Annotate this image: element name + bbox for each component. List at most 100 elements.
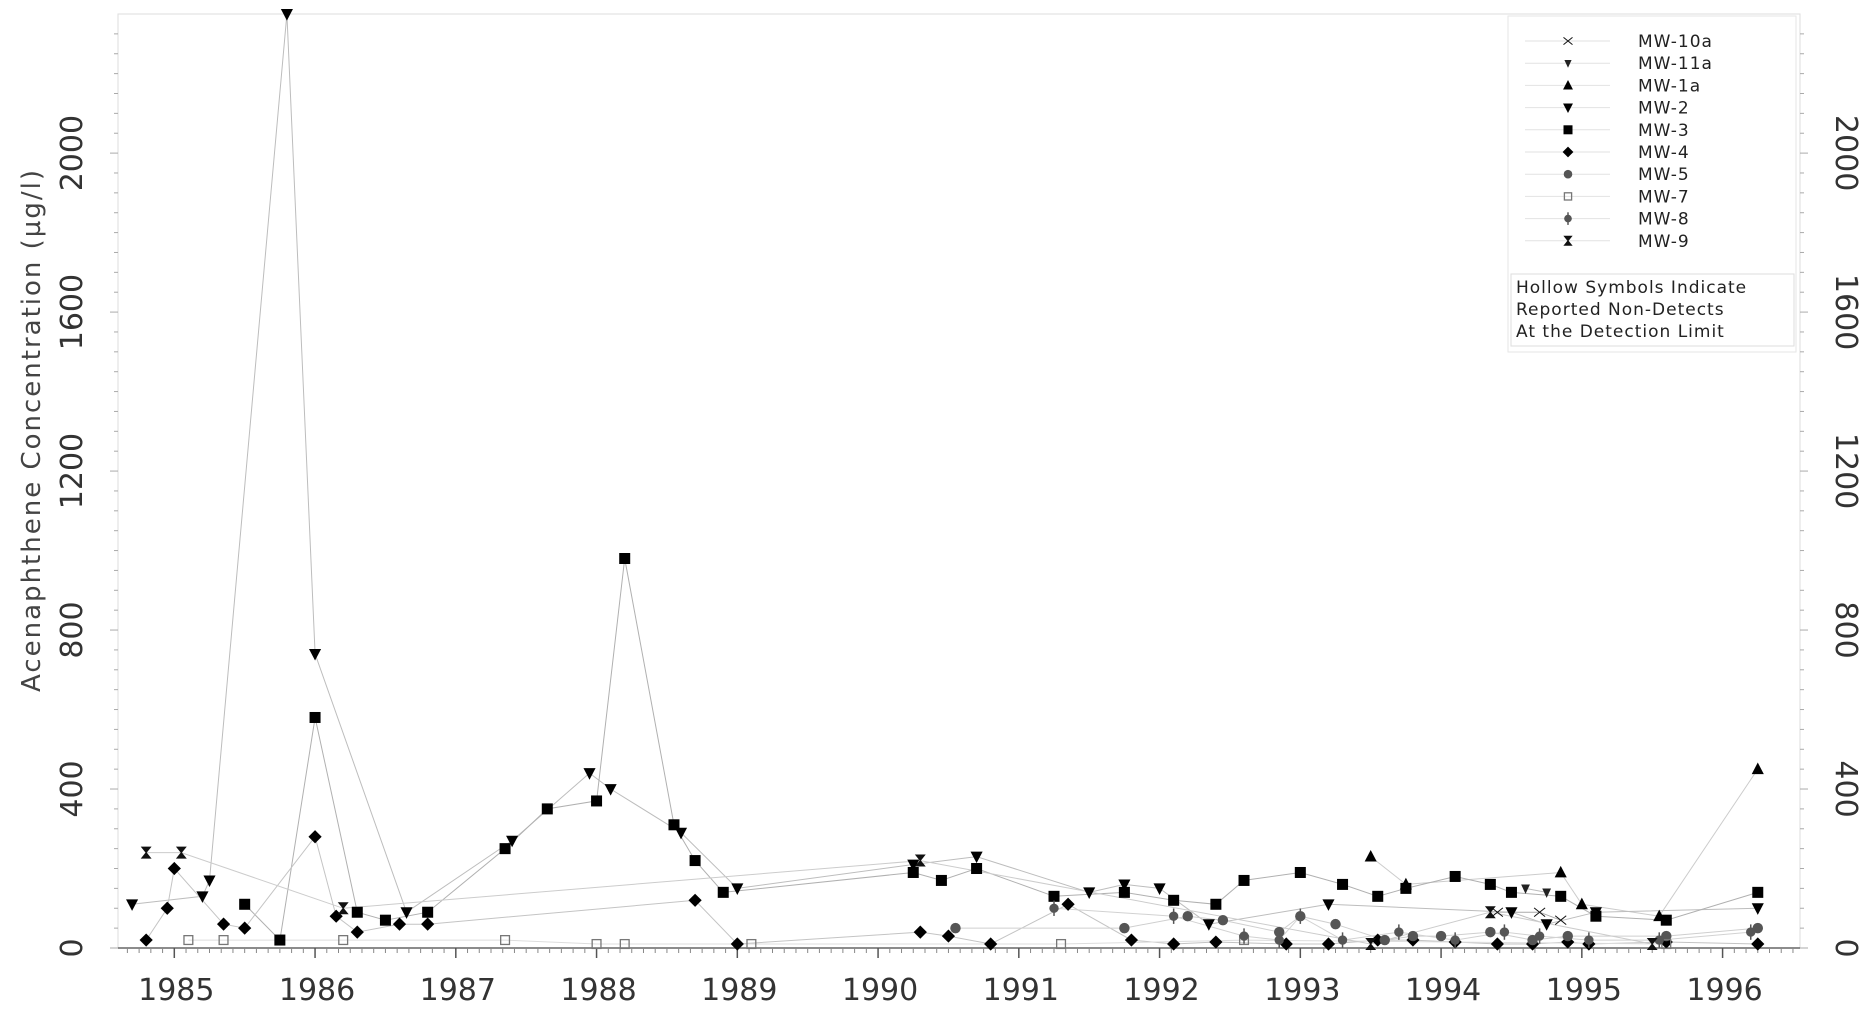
data-point-mw-5 — [1407, 930, 1419, 942]
data-point-mw-4 — [392, 917, 407, 931]
data-point-mw-3 — [309, 711, 321, 723]
data-point-mw-3 — [351, 906, 363, 918]
data-point-mw-3 — [379, 914, 391, 926]
data-point-mw-2 — [907, 859, 920, 872]
data-point-mw-10a — [1554, 915, 1567, 925]
data-point-mw-3 — [1660, 914, 1672, 926]
data-point-mw-3 — [971, 863, 983, 875]
data-point-mw-2 — [280, 9, 293, 21]
data-point-mw-3 — [1337, 878, 1349, 890]
data-point-mw-7 — [591, 938, 602, 950]
data-point-mw-2 — [126, 899, 139, 911]
data-point-mw-3 — [619, 553, 631, 565]
y-tick-label-left: 1200 — [55, 433, 90, 509]
data-point-mw-4 — [1061, 897, 1075, 911]
data-point-mw-1a — [1364, 849, 1377, 862]
x-tick-label: 1989 — [701, 973, 777, 1008]
data-point-mw-5 — [1119, 922, 1130, 934]
data-point-mw-2 — [400, 907, 413, 919]
data-point-mw-4 — [984, 937, 998, 951]
data-point-mw-8 — [1239, 928, 1249, 944]
legend-label-mw-10a: MW-10a — [1638, 32, 1713, 52]
x-tick-label: 1995 — [1546, 973, 1622, 1008]
data-point-mw-2 — [674, 827, 688, 840]
data-point-mw-2 — [731, 883, 744, 895]
x-tick-label: 1986 — [279, 973, 355, 1008]
data-point-mw-2 — [1153, 883, 1166, 895]
data-point-mw-4 — [421, 917, 435, 931]
data-point-mw-4 — [1124, 933, 1139, 947]
data-point-mw-8 — [1654, 932, 1664, 948]
data-point-mw-9 — [1484, 906, 1496, 919]
data-point-mw-4 — [941, 929, 956, 943]
x-tick-label: 1992 — [1123, 973, 1199, 1008]
data-point-mw-2 — [583, 768, 596, 780]
x-tick-label: 1991 — [983, 973, 1059, 1008]
data-point-mw-2 — [203, 875, 216, 888]
legend-label-mw-3: MW-3 — [1638, 121, 1690, 141]
data-point-mw-7 — [218, 935, 229, 946]
y-tick-label-right: 1200 — [1828, 433, 1863, 509]
data-point-mw-3 — [717, 886, 729, 898]
legend-marker-mw-4 — [1562, 146, 1574, 158]
y-tick-label-left: 1600 — [55, 274, 90, 350]
data-point-mw-8 — [1337, 932, 1348, 948]
legend-note-line: Reported Non-Detects — [1516, 300, 1725, 320]
data-point-mw-4 — [913, 925, 927, 939]
y-axis-title: Acenaphthene Concentration (µg/l) — [17, 168, 47, 692]
data-point-mw-4 — [216, 917, 231, 931]
data-point-mw-8 — [1295, 908, 1306, 924]
data-point-mw-7 — [1661, 938, 1672, 950]
data-point-mw-9 — [140, 846, 152, 859]
legend-note-box — [1510, 273, 1795, 347]
data-point-mw-8 — [1049, 900, 1059, 916]
data-point-mw-4 — [730, 937, 744, 951]
x-tick-label: 1987 — [420, 973, 496, 1008]
data-point-mw-11a — [1521, 884, 1530, 894]
legend-marker-mw-2 — [1563, 103, 1573, 113]
x-tick-label: 1993 — [1264, 973, 1340, 1008]
data-point-mw-4 — [1561, 935, 1575, 949]
legend-marker-mw-8 — [1564, 212, 1572, 225]
legend-label-mw-5: MW-5 — [1638, 165, 1690, 185]
data-point-mw-3 — [1168, 894, 1180, 906]
y-tick-label-left: 400 — [55, 760, 90, 817]
y-tick-label-right: 400 — [1828, 760, 1863, 817]
legend-marker-mw-7 — [1563, 192, 1573, 201]
x-tick-label: 1996 — [1686, 973, 1762, 1008]
data-point-mw-2 — [1202, 919, 1215, 931]
data-point-mw-3 — [1210, 898, 1222, 910]
data-point-mw-9 — [914, 854, 926, 867]
data-point-mw-4 — [308, 830, 322, 844]
data-point-mw-5 — [1182, 910, 1193, 922]
x-tick-label: 1985 — [138, 973, 214, 1008]
data-point-mw-5 — [1379, 934, 1391, 946]
data-point-mw-4 — [688, 893, 702, 907]
data-point-mw-8 — [1499, 924, 1510, 940]
y-tick-label-right: 0 — [1828, 938, 1863, 957]
data-point-mw-7 — [183, 935, 194, 946]
data-point-mw-9 — [175, 846, 187, 859]
data-point-mw-3 — [1555, 890, 1567, 902]
legend-label-mw-1a: MW-1a — [1638, 76, 1701, 96]
data-point-mw-8 — [1450, 932, 1460, 948]
data-point-mw-8 — [1394, 924, 1404, 940]
data-point-mw-2 — [1322, 899, 1335, 911]
data-point-mw-1a — [1751, 762, 1764, 775]
data-point-mw-4 — [139, 933, 153, 947]
data-point-mw-8 — [1274, 932, 1284, 948]
data-point-mw-2 — [309, 648, 322, 661]
y-tick-label-left: 800 — [55, 601, 90, 658]
legend-label-mw-4: MW-4 — [1638, 143, 1690, 163]
data-point-mw-3 — [1505, 886, 1517, 898]
data-point-mw-3 — [591, 795, 603, 807]
data-point-mw-3 — [1048, 890, 1060, 902]
data-point-mw-3 — [689, 855, 701, 867]
data-point-mw-2 — [1751, 903, 1764, 915]
legend-label-mw-8: MW-8 — [1638, 210, 1690, 230]
data-point-mw-3 — [1484, 878, 1496, 890]
data-point-mw-2 — [506, 835, 519, 848]
y-tick-label-right: 1600 — [1828, 274, 1863, 350]
